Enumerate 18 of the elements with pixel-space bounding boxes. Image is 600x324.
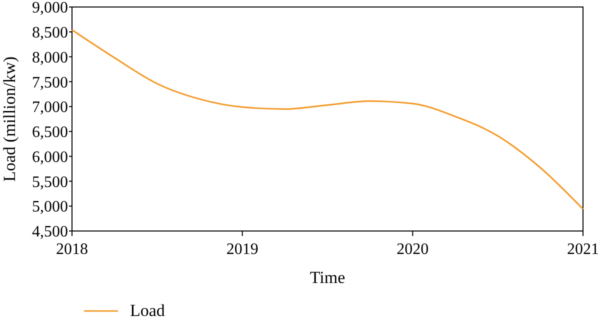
y-axis-title: Load (million/kw): [0, 56, 19, 182]
x-tick-label: 2021: [567, 241, 599, 258]
y-tick-label: 6,000: [32, 148, 68, 166]
y-tick-label: 9,000: [32, 0, 68, 17]
x-tick-label: 2018: [56, 241, 88, 258]
y-tick-label: 7,000: [32, 99, 68, 116]
y-tick-label: 4,500: [32, 224, 68, 241]
line-series: [71, 29, 584, 210]
x-axis-title: Time: [310, 268, 346, 287]
y-tick-label: 8,500: [32, 24, 68, 42]
x-tick-label: 2020: [396, 241, 429, 258]
y-tick-label: 6,500: [32, 124, 68, 142]
y-tick-label: 7,500: [32, 74, 68, 92]
y-tick-label: 5,500: [32, 174, 68, 191]
x-tick-label: 2019: [226, 241, 258, 258]
legend-label: Load: [130, 301, 166, 320]
y-tick-label: 8,000: [32, 49, 68, 66]
y-tick-label: 5,000: [32, 198, 68, 216]
